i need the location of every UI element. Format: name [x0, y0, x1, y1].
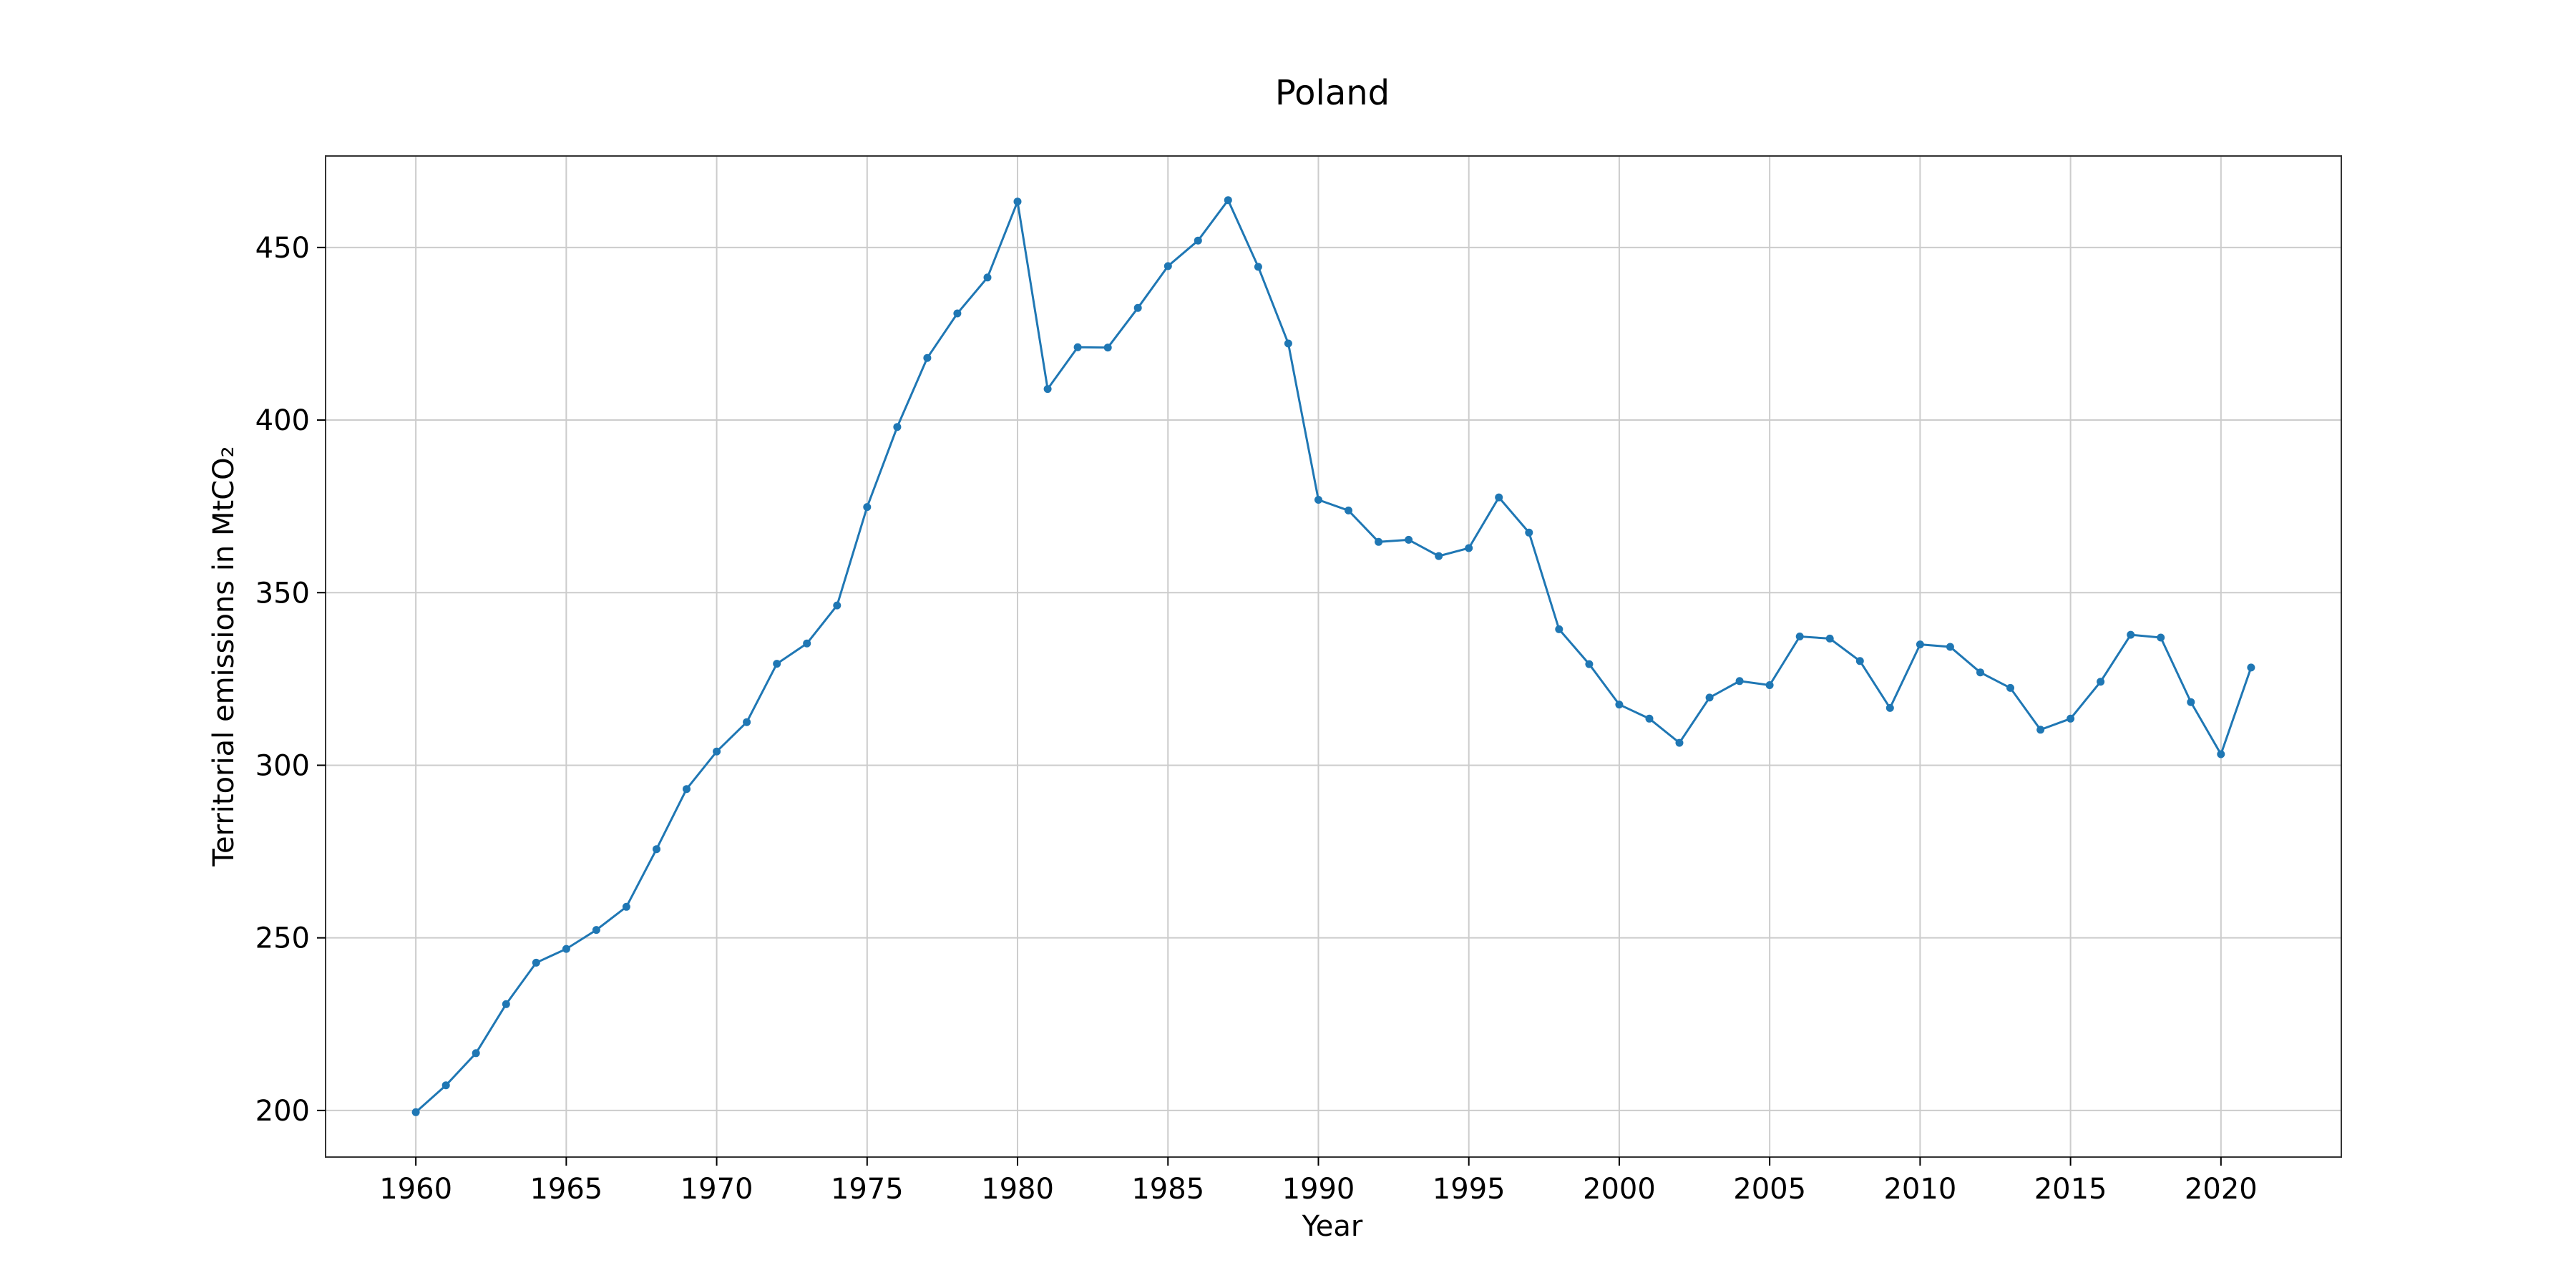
x-axis: 1960 1965 1970 1975 1980 1985 1990 1995 2000 2005…: [379, 1157, 2258, 1206]
y-tick-label: 450: [255, 232, 310, 265]
data-point: [2157, 633, 2165, 642]
series-line: [415, 197, 2253, 1113]
data-point: [411, 1108, 420, 1116]
data-point: [1284, 339, 1292, 348]
data-point: [1194, 236, 1202, 245]
y-tick-label: 300: [255, 749, 310, 782]
data-point: [1825, 634, 1834, 643]
y-tick-label: 350: [255, 577, 310, 610]
x-tick-label: 1960: [379, 1173, 452, 1206]
data-point: [683, 785, 691, 794]
data-point: [2247, 663, 2255, 672]
x-tick-label: 1965: [530, 1173, 602, 1206]
data-point: [863, 503, 872, 512]
data-point: [1855, 657, 1864, 665]
data-point: [1495, 493, 1503, 502]
data-point: [2097, 678, 2105, 686]
x-tick-label: 1990: [1282, 1173, 1355, 1206]
data-point: [1555, 625, 1563, 633]
x-tick-label: 2005: [1733, 1173, 1806, 1206]
data-point: [653, 845, 660, 854]
data-point: [1916, 640, 1924, 649]
data-point: [743, 718, 751, 726]
x-tick-label: 2020: [2185, 1173, 2258, 1206]
x-tick-label: 1975: [831, 1173, 904, 1206]
data-point: [1795, 633, 1804, 640]
data-point: [1375, 537, 1383, 546]
data-point: [773, 660, 781, 668]
data-point: [2187, 698, 2195, 706]
data-point: [1043, 385, 1052, 394]
data-point: [502, 1000, 510, 1008]
data-point: [622, 902, 630, 911]
data-point: [1645, 714, 1654, 723]
data-point: [923, 353, 932, 362]
data-point: [562, 945, 570, 953]
data-point: [1735, 677, 1744, 686]
x-tick-label: 1995: [1433, 1173, 1506, 1206]
data-point: [1675, 738, 1684, 747]
x-tick-label: 2015: [2034, 1173, 2107, 1206]
y-axis: 200 250 300 350 400 450: [255, 232, 326, 1128]
x-tick-label: 1980: [981, 1173, 1054, 1206]
data-point: [713, 747, 721, 756]
y-tick-label: 250: [255, 922, 310, 955]
data-point: [1615, 701, 1624, 709]
data-point: [1314, 496, 1322, 504]
data-point: [1013, 197, 1022, 206]
data-point: [1976, 668, 1984, 677]
data-point: [2127, 630, 2135, 639]
data-point: [2217, 750, 2225, 758]
series-markers: [411, 196, 2255, 1116]
data-point: [1705, 693, 1714, 702]
y-tick-label: 400: [255, 404, 310, 437]
data-point: [532, 958, 540, 967]
data-point: [1405, 535, 1413, 544]
x-axis-title: Year: [1302, 1210, 1363, 1243]
data-point: [2006, 683, 2014, 692]
data-point: [441, 1081, 450, 1090]
data-point: [1765, 681, 1774, 689]
data-point: [472, 1049, 480, 1058]
data-point: [1885, 703, 1894, 712]
data-point: [1946, 643, 1954, 651]
data-point: [1345, 506, 1352, 514]
data-point: [953, 309, 962, 318]
y-axis-title: Territorial emissions in MtCO₂: [208, 446, 240, 867]
data-point: [1254, 263, 1262, 271]
data-point: [983, 273, 992, 282]
y-tick-label: 200: [255, 1095, 310, 1128]
data-point: [1073, 343, 1082, 351]
data-point: [1465, 544, 1473, 552]
data-point: [1163, 262, 1172, 270]
data-point: [2067, 714, 2075, 723]
data-point: [2036, 726, 2045, 734]
data-point: [803, 639, 811, 648]
data-point: [1525, 528, 1533, 537]
x-tick-label: 2010: [1883, 1173, 1956, 1206]
data-point: [1585, 660, 1594, 668]
grid: [326, 156, 2341, 1157]
data-point: [893, 423, 902, 431]
x-tick-label: 1970: [680, 1173, 753, 1206]
data-point: [1103, 343, 1112, 352]
data-point: [592, 926, 600, 935]
data-point: [1435, 552, 1443, 560]
data-point: [1224, 196, 1232, 205]
x-tick-label: 2000: [1583, 1173, 1656, 1206]
data-point: [833, 601, 841, 610]
plot-frame: [325, 155, 2342, 1158]
data-point: [1133, 303, 1142, 312]
chart-title: Poland: [1275, 73, 1390, 113]
x-tick-label: 1985: [1131, 1173, 1204, 1206]
